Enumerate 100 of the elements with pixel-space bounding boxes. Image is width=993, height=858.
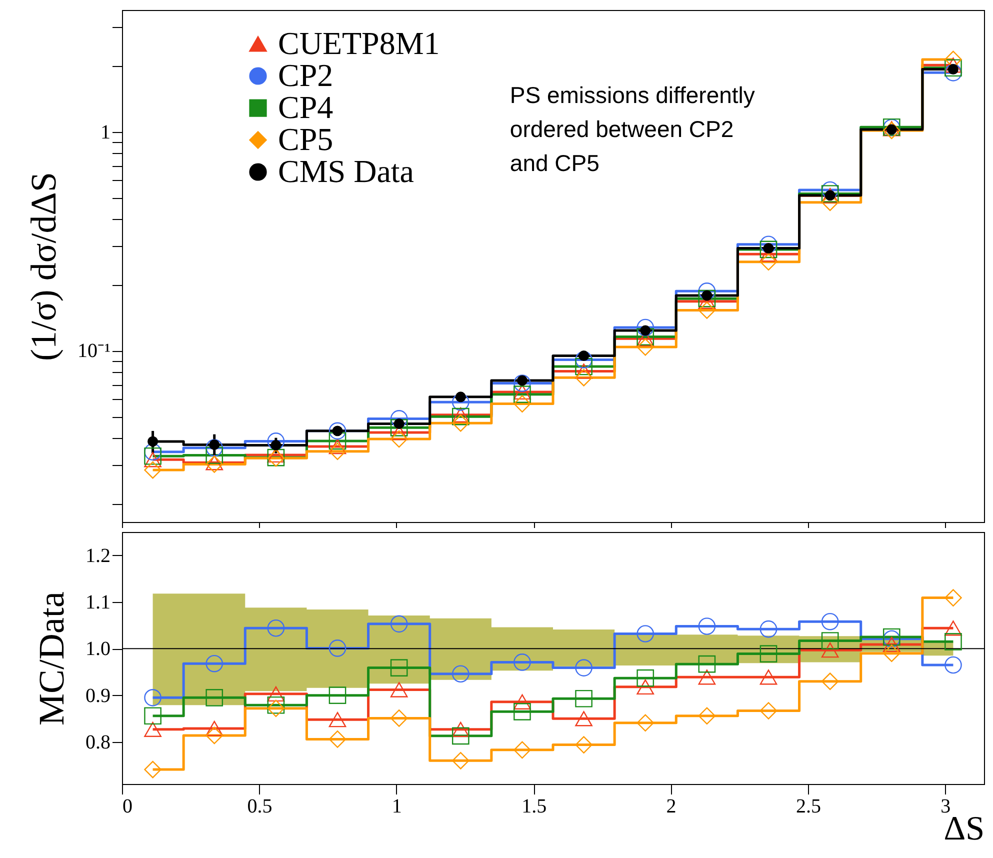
- y-tick-label: 1: [100, 121, 110, 144]
- x-tick-label: 3: [940, 796, 951, 818]
- annotation: PS emissions differently ordered between CP2 and CP5: [510, 82, 756, 176]
- point: [698, 670, 716, 685]
- point: [206, 689, 224, 706]
- point: [328, 422, 346, 440]
- point: [328, 438, 346, 454]
- point: [760, 670, 778, 685]
- point: [821, 632, 839, 650]
- y-tick-label: 1.2: [86, 544, 110, 567]
- point: [328, 640, 346, 657]
- point: [575, 736, 592, 754]
- point: [636, 625, 654, 642]
- point: [636, 679, 654, 695]
- x-tick-label: 0: [122, 796, 132, 818]
- point: [390, 682, 408, 698]
- point: [452, 414, 470, 432]
- point: [698, 282, 716, 300]
- point: [760, 240, 778, 258]
- point: [575, 690, 592, 708]
- point: [328, 442, 346, 460]
- point: [575, 711, 592, 726]
- y-tick-label: 1.1: [86, 592, 110, 614]
- point: [944, 656, 962, 674]
- point: [575, 369, 592, 386]
- point: [328, 730, 346, 748]
- point: [944, 589, 962, 606]
- point: [206, 446, 224, 464]
- point: [760, 253, 778, 271]
- point: [328, 712, 346, 728]
- x-tick-label: 1.5: [522, 796, 547, 818]
- point: [144, 461, 162, 479]
- point: [452, 394, 470, 411]
- point: [452, 722, 470, 737]
- point: [390, 430, 408, 448]
- y-axis-title: (1/σ) dσ/dΔS: [24, 172, 64, 361]
- point: [206, 439, 224, 456]
- point: [144, 760, 162, 778]
- point: [944, 59, 962, 77]
- point: [821, 612, 839, 630]
- point: [452, 408, 470, 426]
- y-tick-label: 10⁻¹: [78, 340, 110, 362]
- point: [390, 410, 408, 428]
- point: [514, 395, 531, 412]
- point: [944, 620, 962, 636]
- point: [821, 642, 839, 658]
- point: [452, 752, 470, 770]
- point: [390, 710, 408, 727]
- point: [882, 122, 900, 140]
- point: [944, 58, 962, 73]
- point: [148, 436, 158, 447]
- point: [882, 644, 900, 662]
- point: [390, 659, 408, 676]
- point: [514, 741, 531, 759]
- point: [514, 703, 531, 720]
- point: [452, 407, 470, 422]
- y-axis-title: MC/Data: [32, 591, 72, 726]
- x-tick-label: 2: [666, 796, 676, 818]
- y-tick-label: 1.0: [86, 638, 110, 660]
- point: [636, 338, 654, 356]
- point: [760, 645, 778, 662]
- point: [452, 727, 470, 745]
- point: [328, 432, 346, 450]
- point: [760, 620, 778, 638]
- point: [144, 722, 162, 737]
- point: [636, 318, 654, 336]
- point: [514, 384, 531, 400]
- point: [390, 419, 408, 436]
- point: [821, 672, 839, 690]
- point: [452, 665, 470, 683]
- point: [821, 181, 839, 199]
- point: [206, 726, 224, 744]
- point: [882, 636, 900, 652]
- point: [575, 351, 592, 368]
- point: [698, 302, 716, 319]
- point: [206, 654, 224, 672]
- point: [144, 452, 162, 468]
- point: [206, 720, 224, 736]
- point: [698, 655, 716, 673]
- point: [821, 188, 839, 204]
- point: [455, 392, 466, 402]
- point: [698, 707, 716, 725]
- point: [760, 236, 778, 254]
- point: [636, 669, 654, 687]
- point: [390, 615, 408, 633]
- x-tick-label: 2.5: [796, 796, 821, 818]
- y-tick-label: 0.8: [86, 732, 110, 754]
- point: [575, 659, 592, 676]
- point: [267, 619, 285, 637]
- point: [575, 364, 592, 379]
- point: [144, 447, 162, 465]
- point: [328, 686, 346, 704]
- point: [944, 633, 962, 650]
- point: [514, 374, 531, 392]
- point: [514, 694, 531, 710]
- y-tick-label: 0.9: [86, 684, 110, 707]
- point: [144, 689, 162, 706]
- point: [636, 714, 654, 732]
- x-tick-label: 1: [392, 796, 402, 818]
- point: [267, 696, 285, 714]
